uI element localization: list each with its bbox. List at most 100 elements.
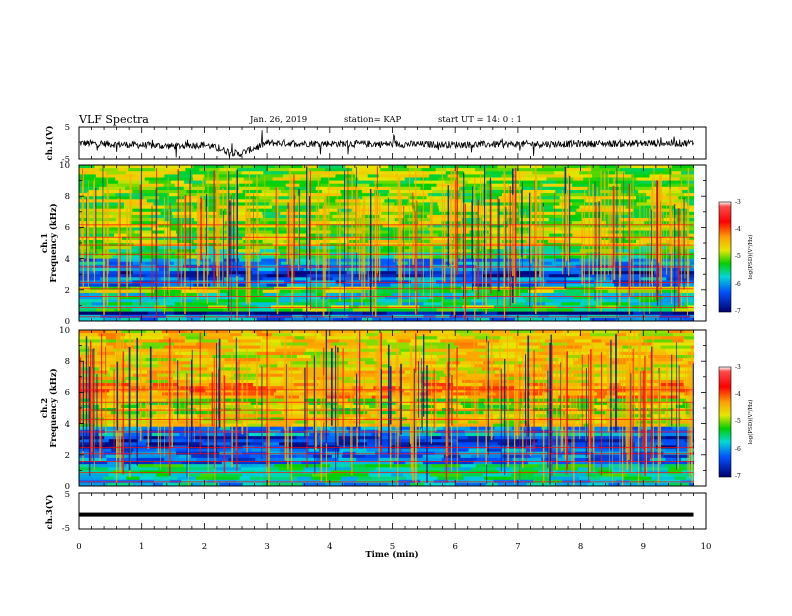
spectrogram-cell xyxy=(182,355,213,359)
ch2-colorbar-label: log(PSD)(V²/Hz) xyxy=(747,400,754,445)
spectrogram-cell xyxy=(591,336,619,340)
spectrogram-cell xyxy=(401,302,425,306)
spectrogram-cell xyxy=(174,395,191,399)
narrowband-line xyxy=(79,296,694,297)
spectrogram-cell xyxy=(665,202,688,206)
spectrogram-cell xyxy=(569,317,591,322)
spectrogram-cell xyxy=(535,224,555,228)
spectrogram-cell xyxy=(599,457,621,462)
spectrogram-cell xyxy=(79,268,93,272)
spectrogram-cell xyxy=(523,361,550,365)
spectrogram-cell xyxy=(297,433,310,437)
spectrogram-cell xyxy=(79,386,99,390)
spectrogram-cell xyxy=(667,180,687,185)
spectrogram-cell xyxy=(394,274,426,278)
spectrogram-cell xyxy=(427,299,442,303)
spectrogram-cell xyxy=(94,165,108,169)
spectrogram-cell xyxy=(425,433,442,437)
spectrogram-cell xyxy=(260,345,291,350)
spectrogram-cell xyxy=(373,386,402,390)
spectrogram-cell xyxy=(206,333,231,337)
spectrogram-cell xyxy=(568,389,595,393)
spectrogram-cell xyxy=(590,454,614,459)
spectrogram-cell xyxy=(541,342,569,346)
ch1-waveform-ylabel: ch.1(V) xyxy=(44,126,55,161)
spectrogram-cell xyxy=(127,233,143,238)
broadband-streak xyxy=(193,372,195,442)
spectrogram-cell xyxy=(407,165,419,169)
spectrogram-cell xyxy=(109,230,135,234)
spectrogram-cell xyxy=(219,482,242,487)
spectrogram-cell xyxy=(407,255,431,259)
spectrogram-cell xyxy=(126,395,153,399)
spectrogram-cell xyxy=(634,442,664,446)
broadband-streak xyxy=(473,335,475,420)
spectrogram-cell xyxy=(618,379,631,384)
spectrogram-cell xyxy=(424,414,437,418)
ch1-spectrogram-ticks xyxy=(78,164,707,322)
spectrogram-cell xyxy=(540,193,558,197)
broadband-streak xyxy=(177,169,179,286)
spectrogram-cell xyxy=(473,193,503,197)
spectrogram-cell xyxy=(284,317,311,322)
spectrogram-cell xyxy=(611,364,636,368)
spectrogram-cell xyxy=(420,464,433,468)
spectrogram-cell xyxy=(191,214,202,219)
spectrogram-cell xyxy=(562,268,593,272)
spectrogram-cell xyxy=(666,236,688,241)
spectrogram-cell xyxy=(664,168,683,172)
spectrogram-cell xyxy=(644,482,657,487)
spectrogram-cell xyxy=(101,292,119,297)
broadband-streak xyxy=(433,368,435,429)
broadband-streak xyxy=(535,166,537,314)
spectrogram-cell xyxy=(456,351,467,356)
spectrogram-cell xyxy=(648,439,660,443)
spectrogram-cell xyxy=(542,277,567,281)
spectrogram-cell xyxy=(573,423,585,428)
broadband-streak xyxy=(592,346,594,453)
spectrogram-cell xyxy=(442,386,460,390)
spectrogram-cell xyxy=(159,302,176,306)
spectrogram-cell xyxy=(683,386,695,390)
spectrogram-cell xyxy=(620,168,641,172)
spectrogram-cell xyxy=(398,482,411,487)
spectrogram-cell xyxy=(546,177,574,181)
spectrogram-cell xyxy=(368,473,392,477)
spectrogram-cell xyxy=(224,414,244,418)
spectrogram-cell xyxy=(602,345,623,350)
broadband-streak xyxy=(350,339,352,463)
broadband-streak xyxy=(213,356,215,469)
spectrogram-cell xyxy=(475,336,501,340)
spectrogram-cell xyxy=(388,482,399,487)
spectrogram-cell xyxy=(538,283,568,288)
spectrogram-cell xyxy=(554,171,580,175)
spectrogram-cell xyxy=(452,239,465,244)
spectrogram-cell xyxy=(354,330,375,334)
broadband-streak xyxy=(171,344,173,448)
spectrogram-cell xyxy=(302,283,325,288)
spectrogram-cell xyxy=(193,205,217,210)
spectrogram-cell xyxy=(580,302,602,306)
spectrogram-cell xyxy=(483,330,511,334)
spectrogram-cell xyxy=(608,439,622,443)
spectrogram-cell xyxy=(226,255,243,259)
spectrogram-cell xyxy=(569,199,586,203)
spectrogram-cell xyxy=(595,205,627,210)
spectrogram-cell xyxy=(492,423,508,428)
spectrogram-cell xyxy=(589,255,600,259)
spectrogram-cell xyxy=(158,246,185,250)
narrowband-line xyxy=(79,472,694,473)
spectrogram-cell xyxy=(79,464,93,468)
spectrogram-cell xyxy=(499,398,529,403)
spectrogram-cell xyxy=(464,183,492,188)
spectrogram-cell xyxy=(424,342,455,346)
spectrogram-cell xyxy=(459,208,489,213)
spectrogram-cell xyxy=(512,457,542,462)
broadband-streak xyxy=(690,375,692,455)
broadband-streak xyxy=(456,366,458,483)
spectrogram-cell xyxy=(521,211,532,216)
spectrogram-cell xyxy=(634,249,658,253)
narrowband-line xyxy=(79,307,694,308)
spectrogram-cell xyxy=(575,439,596,443)
spectrogram-cell xyxy=(416,239,432,244)
